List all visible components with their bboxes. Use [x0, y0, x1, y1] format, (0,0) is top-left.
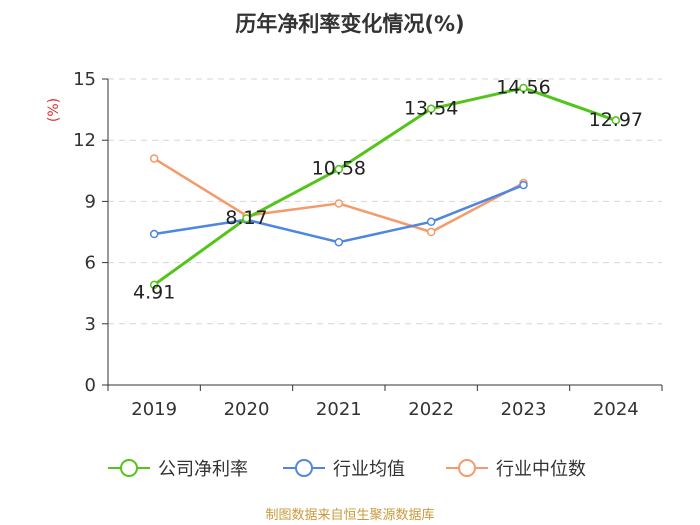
legend-label: 行业中位数: [496, 459, 586, 480]
x-tick-label: 2022: [408, 399, 454, 420]
data-label: 8.17: [225, 207, 267, 229]
series-point: [334, 164, 344, 174]
data-label-layer: 4.91 8.17 10.58 13.54 14.56 12.97: [133, 76, 643, 303]
series-point: [519, 180, 528, 190]
series-point: [426, 217, 436, 227]
series-point: [334, 199, 344, 208]
data-label: 10.58: [312, 158, 366, 180]
series-point: [334, 237, 344, 247]
source-note: 制图数据来自恒生聚源数据库: [265, 507, 434, 523]
y-tick-label: 12: [73, 130, 96, 151]
x-tick-label: 2019: [131, 399, 177, 420]
x-tick-label: 2020: [224, 399, 270, 420]
y-axis-label: (%): [46, 98, 62, 122]
x-tick-label: 2021: [316, 399, 362, 420]
data-label: 14.56: [496, 76, 550, 98]
series-point: [519, 83, 528, 93]
grid-layer: [108, 78, 662, 325]
series-line: [153, 86, 617, 287]
legend-marker: [120, 459, 138, 477]
legend-item: 公司净利率: [108, 459, 248, 480]
series-point: [611, 116, 621, 125]
axis-layer: 0 3 6 9 12 15 2019 2020 2021 2022 2023 2024: [73, 69, 663, 420]
series-point: [149, 280, 159, 290]
legend-item: 行业中位数: [446, 459, 586, 480]
data-label: 12.97: [589, 109, 643, 131]
x-tick-label: 2023: [501, 399, 547, 420]
y-tick-label: 6: [85, 253, 96, 274]
chart-title: 历年净利率变化情况(%): [235, 12, 464, 36]
series-point: [426, 104, 436, 114]
series-point: [242, 214, 251, 223]
legend-label: 公司净利率: [158, 459, 248, 480]
series-point: [149, 229, 159, 239]
x-tick-label: 2024: [593, 399, 639, 420]
y-tick-label: 9: [85, 191, 96, 212]
y-tick-label: 3: [85, 314, 96, 335]
y-tick-label: 15: [73, 69, 96, 90]
y-tick-label: 0: [85, 375, 96, 396]
data-label: 4.91: [133, 281, 175, 303]
series-point: [149, 154, 159, 163]
data-label: 13.54: [404, 97, 458, 119]
series-point: [426, 227, 436, 237]
legend-label: 行业均值: [333, 459, 405, 480]
legend-marker: [295, 459, 313, 477]
series-layer: [149, 83, 621, 290]
legend-item: 行业均值: [283, 459, 405, 480]
legend: 公司净利率 行业均值 行业中位数: [108, 459, 586, 480]
legend-marker: [458, 459, 476, 477]
